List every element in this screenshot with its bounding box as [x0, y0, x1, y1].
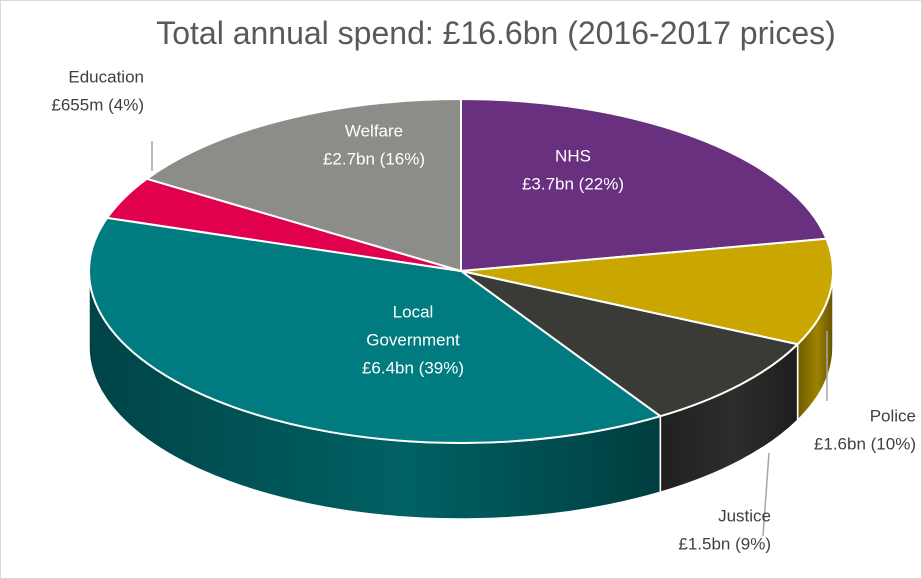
- label-local-government-value: £6.4bn (39%): [362, 358, 464, 377]
- slice-local-government: [88, 216, 662, 444]
- label-police-value: £1.6bn (10%): [814, 434, 916, 453]
- label-welfare-value: £2.7bn (16%): [323, 149, 425, 168]
- chart-title: Total annual spend: £16.6bn (2016-2017 p…: [156, 15, 836, 51]
- pie-sides: [88, 270, 834, 520]
- leader-lines: [151, 141, 828, 537]
- slice-justice: [460, 270, 799, 418]
- label-police-name: Police: [870, 406, 916, 425]
- label-nhs-name: NHS: [555, 146, 591, 165]
- label-education-value: £655m (4%): [51, 95, 144, 114]
- label-education-name: Education: [68, 67, 144, 86]
- slice-welfare: [145, 98, 462, 272]
- label-welfare-name: Welfare: [345, 121, 403, 140]
- label-local-government-name: Local: [393, 302, 434, 321]
- label-local-government-name: Government: [366, 330, 460, 349]
- label-nhs-value: £3.7bn (22%): [522, 174, 624, 193]
- leader-justice: [762, 452, 770, 537]
- label-justice-value: £1.5bn (9%): [678, 534, 771, 553]
- slice-nhs: [460, 98, 828, 272]
- slice-labels: NHS £3.7bn (22%) Police £1.6bn (10%) Justice…: [51, 67, 916, 553]
- slice-police: [460, 237, 834, 346]
- label-justice-name: Justice: [718, 506, 771, 525]
- pie-tops: [88, 98, 834, 444]
